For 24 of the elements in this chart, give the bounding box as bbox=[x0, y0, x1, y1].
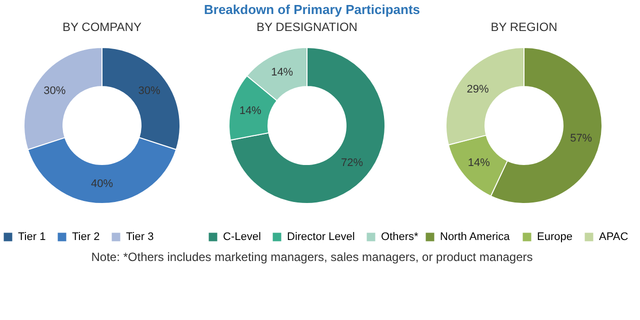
data-label: 30% bbox=[44, 85, 66, 98]
text: Breakdown of Primary Participants bbox=[204, 2, 420, 17]
data-label: 40% bbox=[90, 178, 114, 190]
legend-label: C-Level bbox=[223, 231, 261, 243]
legend-label: Tier 3 bbox=[126, 231, 154, 243]
data-label: 30% bbox=[138, 85, 161, 98]
data-label: 14% bbox=[239, 104, 262, 117]
legend-label: Tier 2 bbox=[72, 231, 100, 243]
legend-label: APAC bbox=[599, 231, 628, 243]
chart-title: BY COMPANY bbox=[62, 20, 142, 34]
legend-label: North America bbox=[440, 231, 511, 243]
data-label: 57% bbox=[570, 132, 592, 144]
legend-label: Europe bbox=[537, 231, 572, 243]
legend-label: Others* bbox=[381, 231, 420, 243]
data-label: 29% bbox=[466, 84, 489, 96]
data-label: 14% bbox=[271, 66, 294, 79]
donut-slice bbox=[230, 47, 386, 204]
chart-title: BY DESIGNATION bbox=[256, 20, 358, 34]
legend-label: Tier 1 bbox=[18, 231, 46, 243]
legend-label: Director Level bbox=[287, 231, 355, 243]
chart-title: BY REGION bbox=[490, 20, 558, 34]
text: Note: *Others includes marketing managers, sales managers, or product managers bbox=[91, 250, 533, 264]
data-label: 14% bbox=[468, 156, 490, 169]
data-label: 72% bbox=[341, 156, 364, 169]
